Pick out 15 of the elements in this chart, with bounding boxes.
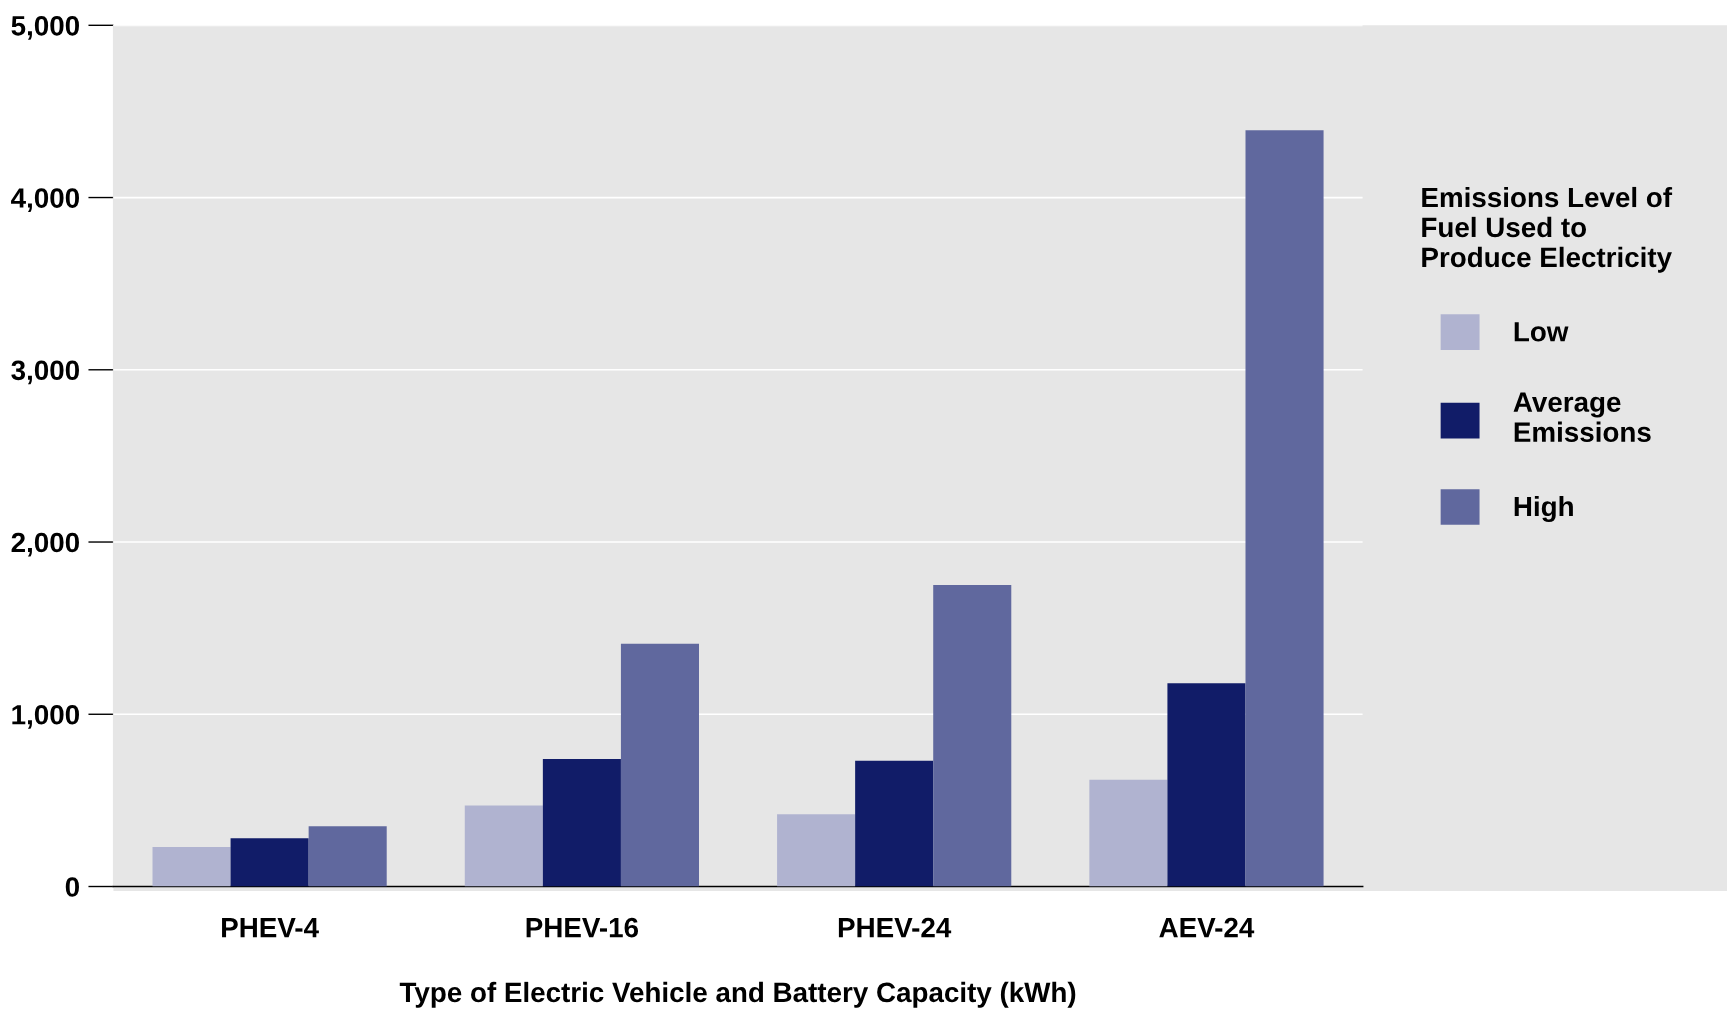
legend-label: Average Emissions bbox=[1513, 392, 1651, 443]
x-tick-label: PHEV-24 bbox=[838, 917, 952, 938]
x-tick-label: AEV-24 bbox=[1159, 917, 1255, 938]
legend-label: Low bbox=[1514, 322, 1569, 342]
x-tick-label: PHEV-16 bbox=[526, 917, 639, 938]
legend-label: High bbox=[1514, 495, 1573, 522]
x-tick-label: PHEV-4 bbox=[222, 918, 319, 938]
y-tick-label: 4,000 bbox=[11, 188, 79, 212]
x-axis-title: Type of Electric Vehicle and Battery Capacity (kWh) bbox=[399, 981, 1076, 1008]
y-tick-label: 3,000 bbox=[11, 360, 79, 385]
y-tick-label: 2,000 bbox=[11, 532, 79, 557]
y-tick-label: 5,000 bbox=[11, 15, 79, 40]
legend-title: Emissions Level of Fuel Used to Produce Electricity bbox=[1422, 186, 1673, 273]
y-tick-label: 1,000 bbox=[12, 704, 79, 729]
y-tick-label: 0 bbox=[65, 877, 79, 897]
